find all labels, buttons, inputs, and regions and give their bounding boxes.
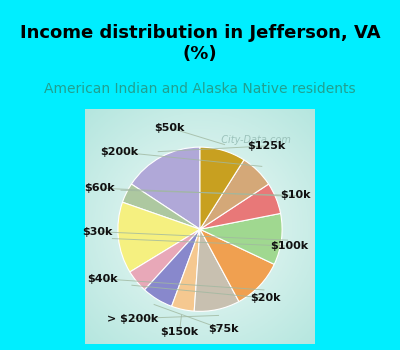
- Text: $60k: $60k: [84, 183, 115, 193]
- Text: Income distribution in Jefferson, VA
(%): Income distribution in Jefferson, VA (%): [20, 24, 380, 63]
- Text: $50k: $50k: [155, 123, 185, 133]
- Text: $30k: $30k: [82, 227, 112, 237]
- Wedge shape: [200, 214, 282, 264]
- Text: $150k: $150k: [160, 327, 198, 337]
- Text: $40k: $40k: [87, 274, 118, 284]
- Text: $125k: $125k: [247, 141, 286, 151]
- Wedge shape: [130, 229, 200, 290]
- Text: City-Data.com: City-Data.com: [215, 135, 291, 145]
- Wedge shape: [144, 229, 200, 306]
- Bar: [79, 108, 85, 350]
- Wedge shape: [132, 147, 200, 229]
- Wedge shape: [122, 184, 200, 229]
- Wedge shape: [200, 184, 280, 229]
- Bar: [79, 344, 321, 350]
- Wedge shape: [118, 202, 200, 272]
- Text: $100k: $100k: [270, 241, 308, 251]
- Text: $75k: $75k: [208, 324, 238, 335]
- Wedge shape: [172, 229, 200, 311]
- Wedge shape: [200, 160, 268, 229]
- Wedge shape: [200, 147, 244, 229]
- Bar: [315, 108, 321, 350]
- Text: $200k: $200k: [100, 147, 138, 157]
- Text: $10k: $10k: [280, 190, 311, 201]
- Text: > $200k: > $200k: [107, 314, 158, 324]
- Text: American Indian and Alaska Native residents: American Indian and Alaska Native reside…: [44, 82, 356, 96]
- Text: $20k: $20k: [250, 293, 280, 303]
- Wedge shape: [200, 229, 274, 302]
- Wedge shape: [194, 229, 239, 312]
